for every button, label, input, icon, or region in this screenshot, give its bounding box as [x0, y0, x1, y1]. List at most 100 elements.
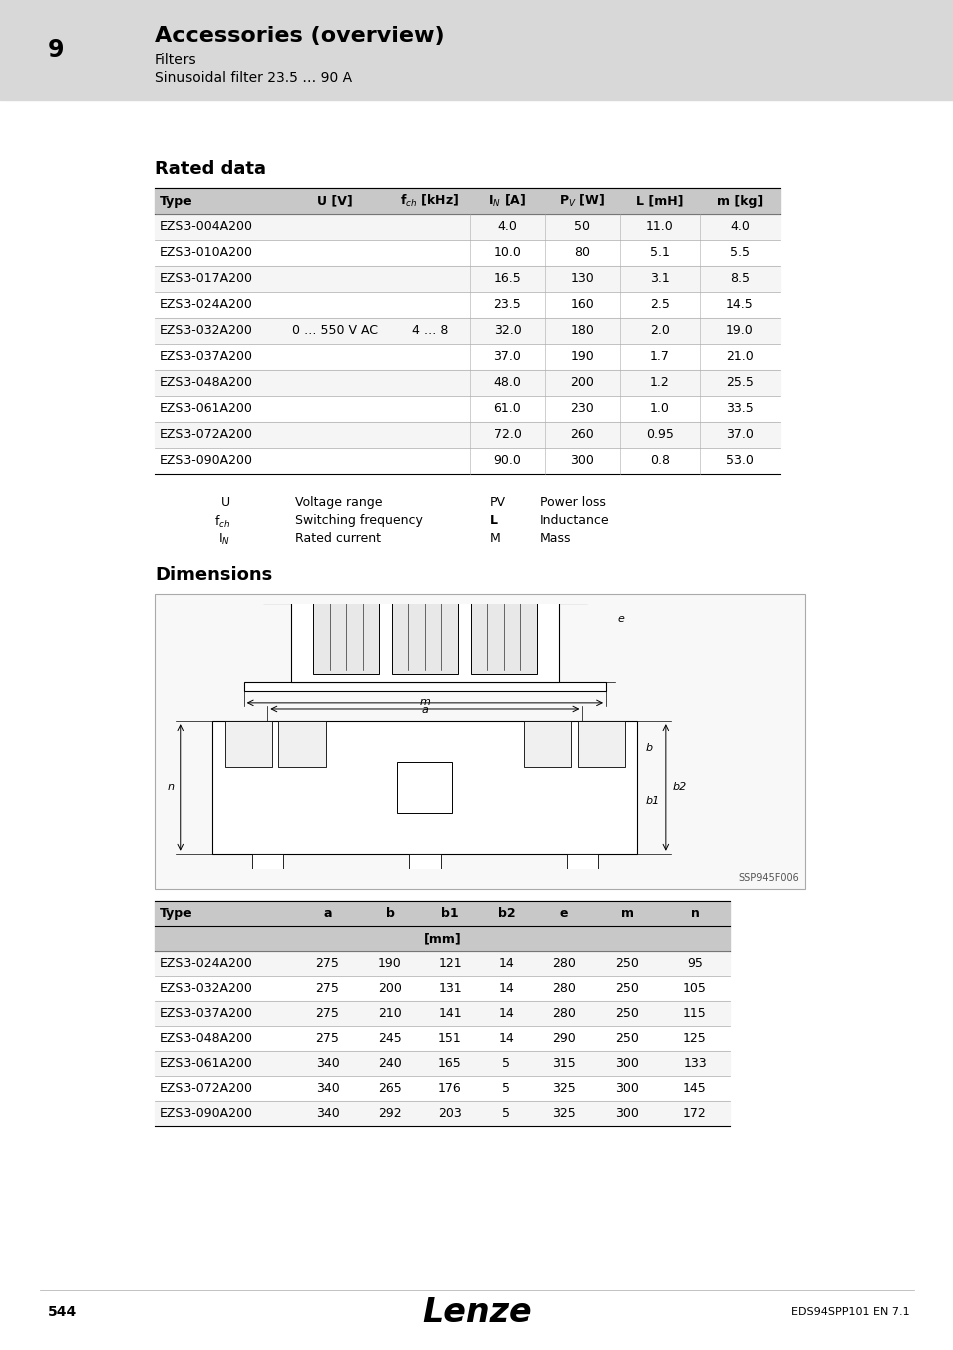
Bar — [225, 721, 272, 767]
Text: U: U — [221, 495, 230, 509]
Text: b1: b1 — [644, 795, 659, 806]
Text: m [kg]: m [kg] — [716, 194, 762, 208]
Bar — [154, 292, 780, 319]
Bar — [154, 215, 780, 240]
Text: 340: 340 — [315, 1107, 339, 1120]
Text: 315: 315 — [552, 1057, 576, 1071]
Text: 25.5: 25.5 — [725, 377, 753, 390]
Bar — [244, 683, 605, 691]
Text: 325: 325 — [552, 1081, 576, 1095]
Text: 14: 14 — [498, 957, 514, 971]
Bar — [154, 594, 804, 890]
Text: EZS3-017A200: EZS3-017A200 — [160, 273, 253, 285]
Text: 4.0: 4.0 — [497, 220, 517, 234]
Text: Rated current: Rated current — [294, 532, 380, 545]
Text: EZS3-037A200: EZS3-037A200 — [160, 351, 253, 363]
Bar — [154, 423, 780, 448]
Bar — [154, 900, 729, 926]
Text: 0.8: 0.8 — [649, 455, 669, 467]
Text: 200: 200 — [377, 981, 401, 995]
Text: EZS3-004A200: EZS3-004A200 — [160, 220, 253, 234]
Text: e: e — [559, 907, 568, 919]
Text: 203: 203 — [437, 1107, 461, 1120]
Text: 4.0: 4.0 — [729, 220, 749, 234]
Text: L [mH]: L [mH] — [636, 194, 683, 208]
Text: 4 … 8: 4 … 8 — [412, 324, 448, 338]
Bar — [470, 594, 537, 675]
Text: 19.0: 19.0 — [725, 324, 753, 338]
Text: 125: 125 — [682, 1031, 706, 1045]
Text: 1.0: 1.0 — [649, 402, 669, 416]
Text: 544: 544 — [48, 1305, 77, 1319]
Bar — [566, 853, 598, 869]
Text: a: a — [421, 705, 428, 716]
Text: 130: 130 — [570, 273, 594, 285]
Text: 160: 160 — [570, 298, 594, 312]
Text: Voltage range: Voltage range — [294, 495, 382, 509]
Text: Filters: Filters — [154, 53, 196, 68]
Text: 21.0: 21.0 — [725, 351, 753, 363]
Text: 5.1: 5.1 — [649, 247, 669, 259]
Text: P$_V$ [W]: P$_V$ [W] — [558, 193, 605, 209]
Text: EZS3-048A200: EZS3-048A200 — [160, 1031, 253, 1045]
Text: Lenze: Lenze — [422, 1296, 531, 1328]
Bar — [154, 370, 780, 396]
Text: Type: Type — [160, 907, 193, 919]
Text: 5: 5 — [502, 1057, 510, 1071]
Text: Type: Type — [160, 194, 193, 208]
Text: 250: 250 — [615, 1007, 639, 1021]
Text: EZS3-061A200: EZS3-061A200 — [160, 1057, 253, 1071]
Text: 245: 245 — [377, 1031, 401, 1045]
Text: 61.0: 61.0 — [493, 402, 521, 416]
Text: EZS3-024A200: EZS3-024A200 — [160, 957, 253, 971]
Text: n: n — [168, 783, 174, 792]
Text: [mm]: [mm] — [423, 931, 461, 945]
Text: 275: 275 — [315, 957, 339, 971]
Text: e: e — [617, 614, 623, 624]
Text: 14.5: 14.5 — [725, 298, 753, 312]
Text: 172: 172 — [682, 1107, 706, 1120]
Text: 8.5: 8.5 — [729, 273, 749, 285]
Text: 275: 275 — [315, 1007, 339, 1021]
Text: EZS3-032A200: EZS3-032A200 — [160, 324, 253, 338]
Text: 2.0: 2.0 — [649, 324, 669, 338]
Bar — [154, 396, 780, 423]
Text: 151: 151 — [437, 1031, 461, 1045]
Bar — [262, 591, 291, 603]
Text: 37.0: 37.0 — [725, 428, 753, 441]
Text: EZS3-048A200: EZS3-048A200 — [160, 377, 253, 390]
Bar — [154, 344, 780, 370]
Text: 200: 200 — [570, 377, 594, 390]
Bar — [291, 586, 558, 683]
Text: 14: 14 — [498, 981, 514, 995]
Text: 53.0: 53.0 — [725, 455, 753, 467]
Text: 250: 250 — [615, 957, 639, 971]
Text: 190: 190 — [377, 957, 401, 971]
Bar — [154, 1076, 729, 1102]
Bar — [252, 853, 283, 869]
Text: 5: 5 — [502, 1081, 510, 1095]
Text: 23.5: 23.5 — [493, 298, 521, 312]
Bar — [154, 448, 780, 474]
Text: 14: 14 — [498, 1007, 514, 1021]
Text: 80: 80 — [574, 247, 590, 259]
Bar — [350, 555, 499, 586]
Bar — [154, 1000, 729, 1026]
Text: 48.0: 48.0 — [493, 377, 521, 390]
Text: EZS3-032A200: EZS3-032A200 — [160, 981, 253, 995]
Text: 5.5: 5.5 — [729, 247, 749, 259]
Text: 250: 250 — [615, 1031, 639, 1045]
Text: 33.5: 33.5 — [725, 402, 753, 416]
Text: 0.95: 0.95 — [645, 428, 673, 441]
Text: 180: 180 — [570, 324, 594, 338]
Text: 105: 105 — [682, 981, 706, 995]
Text: 280: 280 — [552, 981, 576, 995]
Bar — [154, 1026, 729, 1052]
Text: EZS3-037A200: EZS3-037A200 — [160, 1007, 253, 1021]
Text: 115: 115 — [682, 1007, 706, 1021]
Text: b2: b2 — [672, 783, 685, 792]
Text: a: a — [323, 907, 332, 919]
Text: Dimensions: Dimensions — [154, 566, 272, 585]
Text: Mass: Mass — [539, 532, 571, 545]
Text: U [V]: U [V] — [316, 194, 353, 208]
